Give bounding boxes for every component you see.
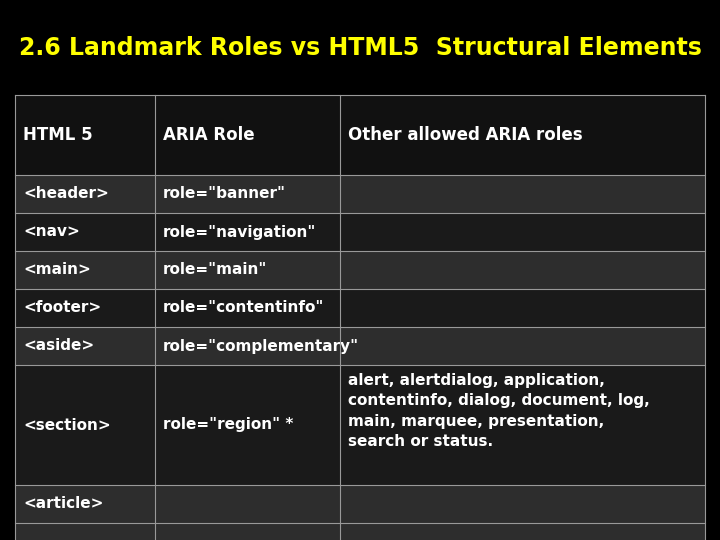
Text: role="contentinfo": role="contentinfo" xyxy=(163,300,325,315)
Text: role="complementary": role="complementary" xyxy=(163,339,359,354)
Text: <section>: <section> xyxy=(23,417,111,433)
Bar xyxy=(15,485,705,523)
Text: role="region" *: role="region" * xyxy=(163,417,293,433)
Text: HTML 5: HTML 5 xyxy=(23,126,93,144)
Text: <nav>: <nav> xyxy=(23,225,80,240)
Bar xyxy=(15,213,705,251)
Text: <article>: <article> xyxy=(23,496,104,511)
Bar xyxy=(15,523,705,540)
Text: Other allowed ARIA roles: Other allowed ARIA roles xyxy=(348,126,582,144)
Text: <aside>: <aside> xyxy=(23,339,94,354)
Bar xyxy=(15,175,705,213)
Text: alert, alertdialog, application,
contentinfo, dialog, document, log,
main, marqu: alert, alertdialog, application, content… xyxy=(348,373,649,449)
Text: role="navigation": role="navigation" xyxy=(163,225,316,240)
Bar xyxy=(15,251,705,289)
Text: <footer>: <footer> xyxy=(23,300,101,315)
Text: <main>: <main> xyxy=(23,262,91,278)
Text: <header>: <header> xyxy=(23,186,109,201)
Bar xyxy=(15,365,705,485)
Bar xyxy=(15,95,705,175)
Text: 2.6 Landmark Roles vs HTML5  Structural Elements: 2.6 Landmark Roles vs HTML5 Structural E… xyxy=(19,36,701,60)
Bar xyxy=(15,289,705,327)
Text: role="main": role="main" xyxy=(163,262,267,278)
Text: ARIA Role: ARIA Role xyxy=(163,126,255,144)
Bar xyxy=(15,327,705,365)
Text: role="banner": role="banner" xyxy=(163,186,286,201)
